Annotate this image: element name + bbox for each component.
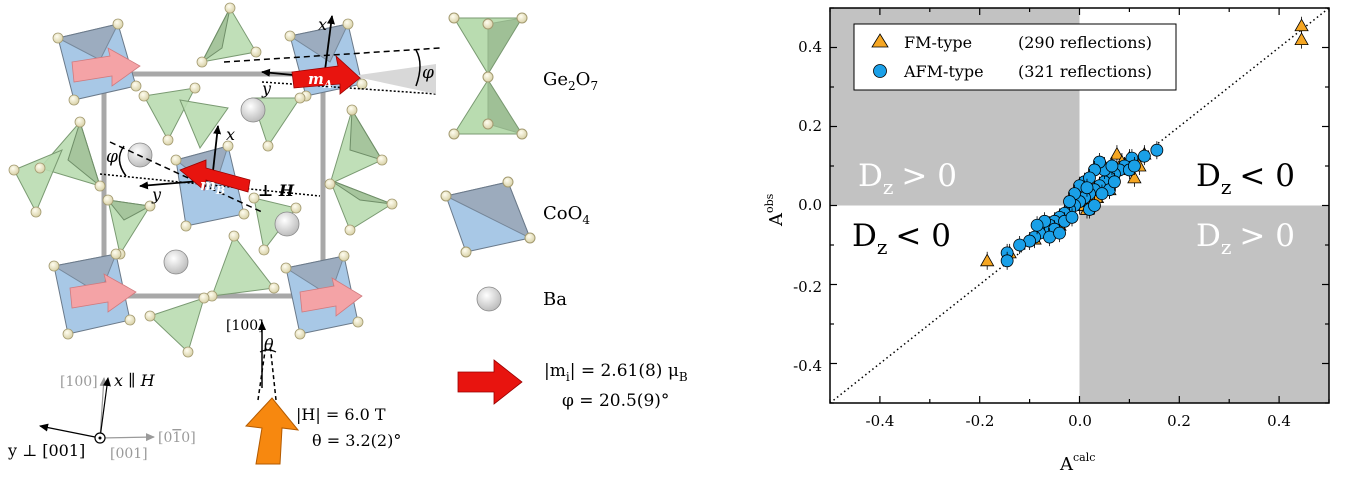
moment-value-label: |mi| = 2.61(8) μB — [544, 361, 688, 384]
y-axis-title: Aobs — [763, 193, 787, 227]
phi-label-b: φ — [106, 147, 118, 167]
afm-data-point — [1000, 254, 1014, 268]
x-parallel-h-label: x ∥ H — [114, 371, 156, 390]
phi-wedge-a — [352, 64, 436, 94]
afm-data-point — [1030, 218, 1044, 232]
y-tick-label: 0.2 — [798, 117, 822, 135]
axis-ticks — [829, 7, 1330, 404]
ba-legend-label: Ba — [543, 289, 567, 310]
theta-label: θ — [264, 335, 274, 354]
region-label-top-left: Dz > 0 — [858, 158, 957, 199]
quadrant-bottom-right — [1079, 205, 1329, 403]
x-label-b: x — [226, 125, 235, 144]
site-a-moment — [223, 15, 441, 95]
legend-fm-count: (290 reflections) — [1018, 33, 1152, 52]
fm-data-point — [979, 253, 995, 267]
ge2o7-tetrahedra-dark — [67, 7, 393, 221]
legend-afm-count: (321 reflections) — [1018, 62, 1152, 81]
fm-data-point — [1127, 170, 1142, 184]
gray-0bar10-label: [010] — [158, 430, 196, 446]
h-field-arrow — [244, 397, 300, 465]
legend-afm-name: AFM-type — [903, 62, 984, 81]
m-b-label: mB — [200, 176, 225, 197]
m-a-arrow — [291, 54, 361, 95]
y-tick-label: 0.4 — [798, 38, 822, 56]
legend-fm-name: FM-type — [904, 33, 972, 52]
y-label-b: y — [151, 185, 162, 204]
site-b-moment — [99, 125, 321, 213]
y-tick-label: 0.0 — [798, 196, 822, 214]
structure-legend: Ge2O7 CoO4 Ba — [440, 12, 598, 312]
series-afm-type — [1000, 141, 1164, 270]
coo4-legend-label: CoO4 — [543, 203, 590, 227]
fm-data-point — [1109, 146, 1125, 160]
legend-fm-marker — [871, 33, 889, 48]
m-b-arrow — [179, 159, 251, 193]
moment-legend-arrow — [457, 359, 523, 405]
x-axis-title: Acalc — [1059, 451, 1095, 475]
afm-data-point — [1105, 159, 1119, 173]
phi-label-a: φ — [422, 63, 434, 83]
afm-data-point — [1053, 226, 1066, 240]
ba-atoms — [127, 97, 300, 275]
o-atoms — [8, 2, 398, 358]
gray-001-label: [001] — [110, 446, 148, 462]
x-tick-label: -0.4 — [866, 412, 895, 430]
ba-legend-icon — [476, 286, 502, 312]
legend-box — [853, 23, 1177, 91]
afm-data-point — [1108, 175, 1121, 189]
ge2o7-legend-icon — [448, 12, 528, 140]
afm-data-point — [1137, 149, 1151, 163]
region-label-bottom-right: Dz > 0 — [1196, 218, 1295, 259]
chart-panel: Dz > 0 Dz < 0 Dz < 0 Dz > 0 -0.4 -0.2 0.0 0.… — [763, 7, 1330, 475]
x-label-a: x — [318, 15, 327, 34]
legend-afm-marker — [873, 64, 887, 78]
region-label-top-right: Dz < 0 — [1196, 158, 1295, 199]
afm-data-point — [1127, 159, 1141, 173]
x-tick-labels: -0.4 -0.2 0.0 0.2 0.4 — [866, 412, 1291, 430]
crystal-structure-panel: x y mA φ x y mB φ ⊥ H — [8, 2, 441, 358]
coo4-legend-icon — [440, 176, 536, 258]
chart-legend: FM-type (290 reflections) AFM-type (321 … — [853, 23, 1177, 91]
coordinate-axes: [100] x ∥ H y ⊥ [001] [001] [010] — [7, 371, 196, 462]
y-tick-label: -0.2 — [793, 278, 822, 296]
region-label-bottom-left: Dz < 0 — [852, 218, 951, 259]
afm-data-point — [1095, 187, 1109, 201]
ge2o7-legend-label: Ge2O7 — [543, 69, 598, 93]
afm-data-point — [1063, 195, 1076, 208]
fm-data-point — [1294, 32, 1309, 45]
afm-data-point — [1080, 181, 1094, 195]
perp-h-label: ⊥ H — [258, 181, 295, 200]
pink-moment-arrows — [69, 47, 363, 317]
fm-data-point — [1294, 18, 1309, 32]
afm-data-point — [1088, 199, 1101, 212]
x-tick-label: 0.0 — [1068, 412, 1092, 430]
y-tick-label: -0.4 — [793, 357, 822, 375]
afm-data-point — [1150, 143, 1164, 157]
y-label-a: y — [261, 79, 272, 98]
dir-100-label: [100] — [226, 318, 264, 334]
theta-value-label: θ = 3.2(2)° — [312, 431, 401, 450]
y-perp-001-label: y ⊥ [001] — [7, 441, 85, 460]
m-a-label: mA — [308, 70, 333, 91]
afm-data-point — [1013, 238, 1027, 252]
phi-value-label: φ = 20.5(9)° — [562, 391, 669, 411]
field-arrow-group: [100] θ |H| = 6.0 T θ = 3.2(2)° — [226, 318, 401, 465]
h-value-label: |H| = 6.0 T — [296, 405, 386, 424]
y-tick-labels: -0.4 -0.2 0.0 0.2 0.4 — [793, 38, 822, 375]
x-tick-label: -0.2 — [966, 412, 995, 430]
x-tick-label: 0.2 — [1167, 412, 1191, 430]
moment-legend: |mi| = 2.61(8) μB φ = 20.5(9)° — [457, 359, 688, 411]
gray-100-label: [100] — [60, 374, 98, 390]
x-tick-label: 0.4 — [1267, 412, 1291, 430]
afm-data-point — [1065, 210, 1079, 224]
